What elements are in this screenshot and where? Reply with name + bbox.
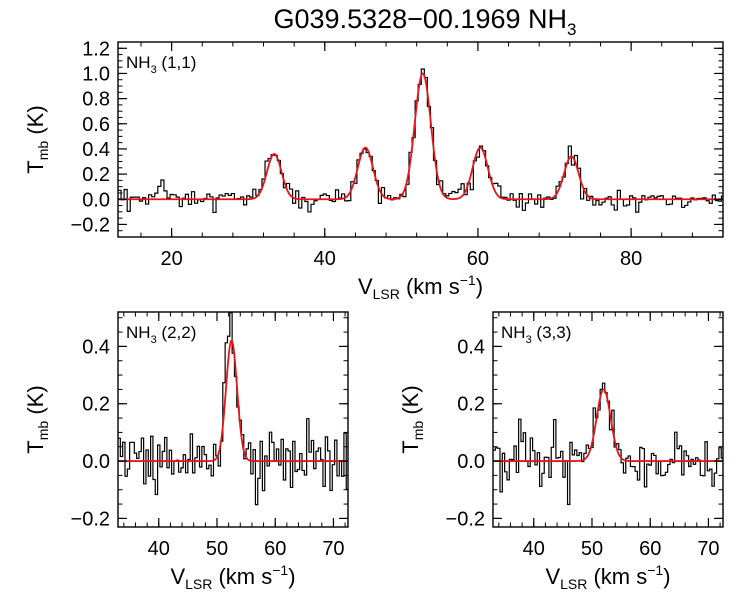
x-tick-label: 40 <box>314 248 336 270</box>
y-tick-label: 0.2 <box>457 394 485 416</box>
y-tick-label: 1.0 <box>82 63 110 85</box>
spectrum-line <box>118 68 723 214</box>
panel-label: NH3 (1,1) <box>126 53 196 76</box>
y-tick-label: −0.2 <box>71 508 110 530</box>
x-tick-label: 50 <box>581 538 603 560</box>
x-tick-label: 40 <box>523 538 545 560</box>
y-tick-label: 0.4 <box>82 139 110 161</box>
x-tick-label: 50 <box>206 538 228 560</box>
y-axis-label: Tmb (K) <box>23 105 51 173</box>
y-tick-label: 0.0 <box>82 451 110 473</box>
chart-title: G039.5328−00.1969 NH3 <box>274 4 577 39</box>
x-tick-label: 70 <box>697 538 719 560</box>
panel-nh3-11: 20 40 60 80 −0.2 0.0 0.2 0.4 0.6 0.8 1.0 1.2 NH3 (1,… <box>23 38 724 302</box>
panel-nh3-22: 40 50 60 70 −0.2 0.0 0.2 0.4 NH3 (2,2) VLSR (km s… <box>23 311 349 592</box>
x-axis-label: VLSR (km s−1) <box>358 272 483 302</box>
y-tick-label: 0.8 <box>82 89 110 111</box>
fit-line <box>118 339 348 462</box>
x-tick-label: 80 <box>620 248 642 270</box>
plot-frame <box>117 41 724 238</box>
y-tick-label: 0.0 <box>457 451 485 473</box>
y-tick-label: 0.4 <box>457 336 485 358</box>
fit-line <box>118 72 723 201</box>
panel-label: NH3 (3,3) <box>501 323 571 346</box>
x-tick-label: 60 <box>467 248 489 270</box>
plot-frame <box>492 311 724 528</box>
y-axis-label: Tmb (K) <box>398 385 426 453</box>
x-tick-label: 70 <box>322 538 344 560</box>
y-axis-label: Tmb (K) <box>23 385 51 453</box>
y-tick-label: 1.2 <box>82 38 110 60</box>
panel-label: NH3 (2,2) <box>126 323 196 346</box>
x-tick-label: 60 <box>264 538 286 560</box>
x-tick-label: 60 <box>639 538 661 560</box>
plot-frame <box>117 311 349 528</box>
y-tick-label: 0.6 <box>82 114 110 136</box>
panel-nh3-33: 40 50 60 70 −0.2 0.0 0.2 0.4 NH3 (3,3) VLSR (km s… <box>398 311 724 592</box>
y-tick-label: −0.2 <box>446 508 485 530</box>
fit-line <box>493 388 723 462</box>
x-tick-label: 40 <box>148 538 170 560</box>
x-axis-label: VLSR (km s−1) <box>545 562 670 592</box>
y-tick-label: −0.2 <box>71 214 110 236</box>
x-axis-label: VLSR (km s−1) <box>170 562 295 592</box>
x-tick-label: 20 <box>160 248 182 270</box>
y-tick-label: 0.4 <box>82 336 110 358</box>
y-tick-label: 0.2 <box>82 164 110 186</box>
y-tick-label: 0.2 <box>82 394 110 416</box>
y-tick-label: 0.0 <box>82 189 110 211</box>
